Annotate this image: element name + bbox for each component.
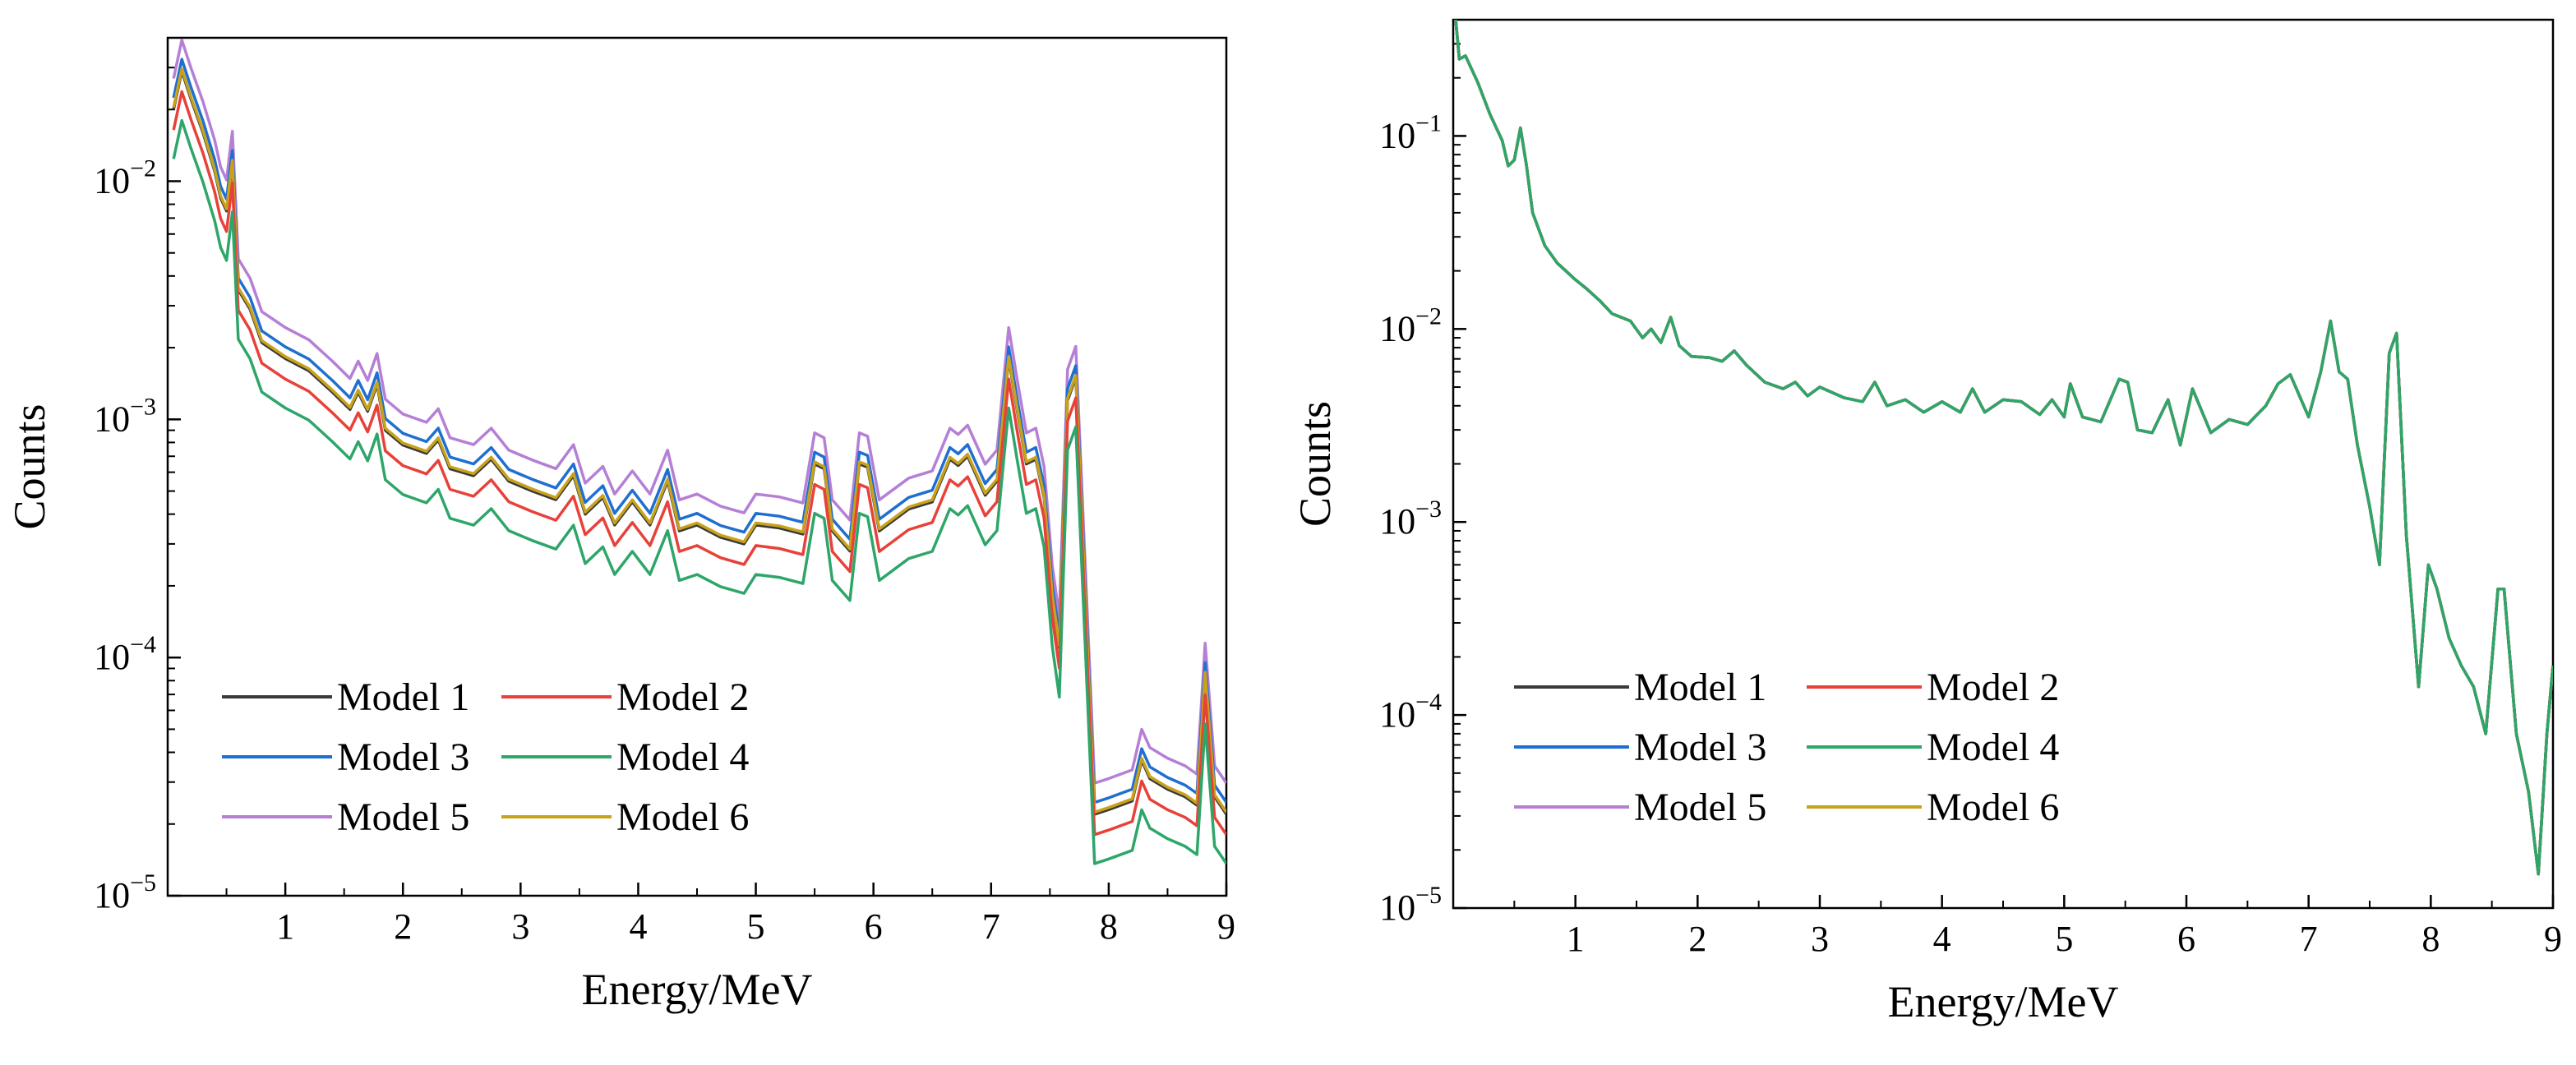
series-line-model-4 [1454,20,2553,876]
y-tick-label: 10−5 [1379,882,1442,928]
x-tick-label: 5 [747,906,765,947]
x-tick-label: 1 [276,906,294,947]
legend-label: Model 3 [337,735,469,779]
legend-label: Model 2 [616,675,749,719]
legend-label: Model 3 [1634,726,1766,769]
x-tick-label: 8 [1100,906,1118,947]
x-tick-label: 7 [2300,919,2318,959]
series-line-model-2 [172,90,1226,837]
x-tick-label: 1 [1567,919,1585,959]
legend-label: Model 4 [616,735,749,779]
legend-label: Model 1 [337,675,469,719]
x-tick-label: 9 [2544,919,2562,959]
x-tick-label: 8 [2421,919,2440,959]
series-line-model-3 [172,58,1226,805]
x-tick-label: 4 [1933,919,1951,959]
x-tick-label: 5 [2055,919,2073,959]
right-spectrum-panel: 1 2 3 4 5 6 7 8 9 10−5 10−4 10−3 10−2 10−1 Energy/MeV C… [1290,18,2562,1026]
y-tick-label: 10−3 [94,393,156,439]
legend-label: Model 6 [1927,786,2059,829]
legend-label: Model 5 [1634,786,1766,829]
x-tick-label: 6 [865,906,883,947]
y-tick-label: 10−2 [1379,302,1442,348]
legend-label: Model 2 [1927,666,2059,709]
x-tick-label: 3 [1811,919,1829,959]
x-tick-label: 4 [629,906,647,947]
y-tick-label: 10−3 [1379,496,1442,542]
x-axis-title: Energy/MeV [1888,977,2119,1026]
left-spectrum-panel: 1 2 3 4 5 6 7 8 9 10−5 10−4 10−3 10−2 Energy/MeV Count… [5,36,1235,1014]
x-axis-title: Energy/MeV [582,965,813,1014]
series-line-model-5 [172,38,1226,785]
legend-label: Model 1 [1634,666,1766,709]
legend-label: Model 5 [337,795,469,839]
legend-label: Model 4 [1927,726,2059,769]
x-tick-label: 9 [1217,906,1235,947]
y-tick-label: 10−2 [94,154,156,201]
series-line-model-4 [172,118,1226,865]
x-tick-label: 6 [2177,919,2195,959]
series-line-model-6 [172,67,1226,814]
x-tick-label: 2 [394,906,412,947]
y-tick-label: 10−4 [1379,689,1442,735]
y-tick-label: 10−1 [1379,109,1442,155]
y-tick-label: 10−4 [94,631,156,677]
x-tick-label: 7 [982,906,1000,947]
plot-frame [1452,18,2555,910]
x-tick-label: 3 [511,906,529,947]
y-tick-label: 10−5 [94,869,156,915]
legend-label: Model 6 [616,795,749,839]
y-axis-title: Counts [5,403,54,529]
x-tick-label: 2 [1688,919,1706,959]
y-axis-title: Counts [1290,401,1340,527]
